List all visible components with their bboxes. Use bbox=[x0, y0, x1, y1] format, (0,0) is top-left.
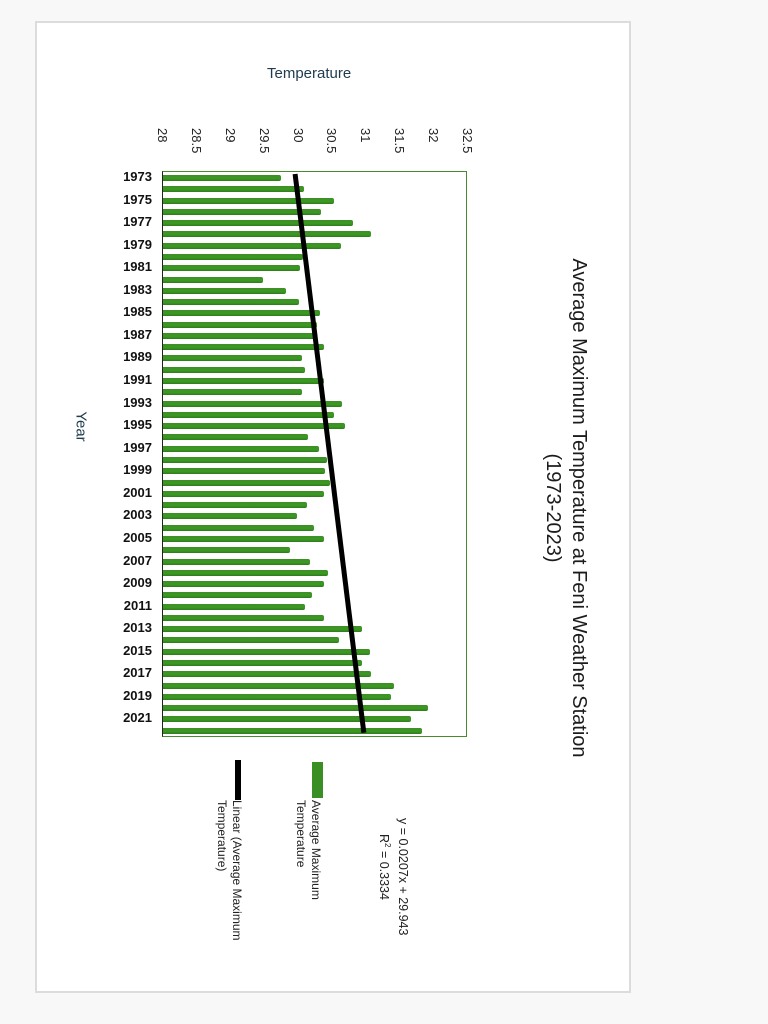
bar-2015 bbox=[163, 648, 370, 655]
y-tick-label: 1995 bbox=[123, 417, 152, 433]
bar-2011 bbox=[163, 603, 305, 610]
bar-2001 bbox=[163, 490, 324, 497]
bar-1973 bbox=[163, 175, 281, 181]
plot-area bbox=[162, 171, 467, 737]
y-tick-label: 1983 bbox=[123, 281, 152, 297]
y-tick-label: 2011 bbox=[123, 597, 152, 613]
bar-1995 bbox=[163, 423, 345, 430]
y-tick-label: 2009 bbox=[123, 575, 152, 591]
y-tick-label: 2001 bbox=[123, 484, 152, 500]
bar-1987 bbox=[163, 332, 317, 339]
bar-1988 bbox=[163, 344, 324, 351]
bar-2000 bbox=[163, 479, 330, 486]
bar-1990 bbox=[163, 366, 305, 373]
bar-1997 bbox=[163, 445, 319, 452]
y-tick-label: 2019 bbox=[123, 687, 152, 703]
bar-2006 bbox=[163, 547, 290, 554]
legend-swatch-green bbox=[312, 762, 323, 798]
bar-2007 bbox=[163, 558, 311, 565]
trendline-path bbox=[292, 173, 367, 734]
bar-1977 bbox=[163, 220, 353, 227]
legend-swatch-black bbox=[235, 760, 241, 800]
bar-2003 bbox=[163, 513, 298, 520]
y-tick-label: 1991 bbox=[123, 372, 152, 388]
y-tick-label: 1973 bbox=[123, 169, 152, 184]
bar-2005 bbox=[163, 535, 324, 542]
bar-2004 bbox=[163, 524, 315, 531]
legend-line-label-2: Temperature) bbox=[215, 800, 229, 872]
bar-2008 bbox=[163, 569, 328, 576]
bar-2012 bbox=[163, 614, 324, 621]
bar-1983 bbox=[163, 287, 286, 294]
y-tick-label: 1993 bbox=[123, 394, 152, 410]
y-tick-label: 2015 bbox=[123, 642, 152, 658]
y-tick-label: 1975 bbox=[123, 191, 152, 207]
bar-1994 bbox=[163, 411, 334, 418]
equation-text: y = 0.0207x + 29.943 bbox=[396, 818, 410, 936]
bar-1984 bbox=[163, 299, 299, 306]
bar-1992 bbox=[163, 389, 302, 396]
y-tick-label: 2005 bbox=[123, 529, 152, 545]
y-tick-label: 1979 bbox=[123, 236, 152, 252]
y-tick-label: 1981 bbox=[123, 259, 152, 275]
bar-2022 bbox=[163, 727, 422, 734]
trendline-equation: y = 0.0207x + 29.943 R2 = 0.3334 bbox=[376, 818, 410, 935]
y-tick-label: 1997 bbox=[123, 439, 152, 455]
bar-2018 bbox=[163, 682, 395, 689]
bar-2016 bbox=[163, 660, 362, 667]
bar-2013 bbox=[163, 626, 362, 633]
bar-1974 bbox=[163, 186, 304, 193]
r-squared-text: R2 = 0.3334 bbox=[376, 834, 392, 900]
bar-1998 bbox=[163, 457, 328, 463]
chart-card bbox=[35, 21, 631, 993]
bar-2019 bbox=[163, 693, 391, 700]
bar-2014 bbox=[163, 637, 340, 644]
y-tick-label: 2017 bbox=[123, 665, 152, 681]
y-tick-label: 1999 bbox=[123, 462, 152, 478]
bar-1978 bbox=[163, 231, 372, 238]
bar-1976 bbox=[163, 208, 321, 215]
bar-1986 bbox=[163, 321, 317, 328]
bar-1981 bbox=[163, 265, 300, 272]
y-tick-label: 2003 bbox=[123, 507, 152, 523]
y-tick-label: 1987 bbox=[123, 326, 152, 342]
bar-2020 bbox=[163, 705, 428, 712]
legend-bar-label-2: Temperature bbox=[294, 800, 308, 868]
bar-1979 bbox=[163, 242, 342, 249]
bar-2002 bbox=[163, 502, 307, 509]
bar-1980 bbox=[163, 253, 303, 260]
bar-1999 bbox=[163, 468, 325, 475]
bar-1991 bbox=[163, 378, 324, 385]
bar-1996 bbox=[163, 434, 309, 441]
bar-1993 bbox=[163, 400, 342, 407]
legend-line-label-1: Linear (Average Maximum bbox=[230, 800, 244, 941]
bar-2017 bbox=[163, 671, 372, 678]
bar-2010 bbox=[163, 592, 313, 599]
y-tick-label: 2013 bbox=[123, 620, 152, 636]
bar-1975 bbox=[163, 197, 334, 204]
y-tick-label: 1989 bbox=[123, 349, 152, 365]
bar-2021 bbox=[163, 716, 412, 723]
bar-1985 bbox=[163, 310, 321, 317]
legend-bar-label-1: Average Maximum bbox=[309, 800, 323, 900]
y-tick-label: 1985 bbox=[123, 304, 152, 320]
y-tick-label: 2007 bbox=[123, 552, 152, 568]
bar-1982 bbox=[163, 276, 263, 283]
bar-1989 bbox=[163, 355, 302, 362]
y-tick-label: 1977 bbox=[123, 214, 152, 230]
y-tick-label: 2021 bbox=[123, 710, 152, 726]
bar-2009 bbox=[163, 581, 324, 588]
x-axis-title: Temperature bbox=[267, 65, 352, 82]
